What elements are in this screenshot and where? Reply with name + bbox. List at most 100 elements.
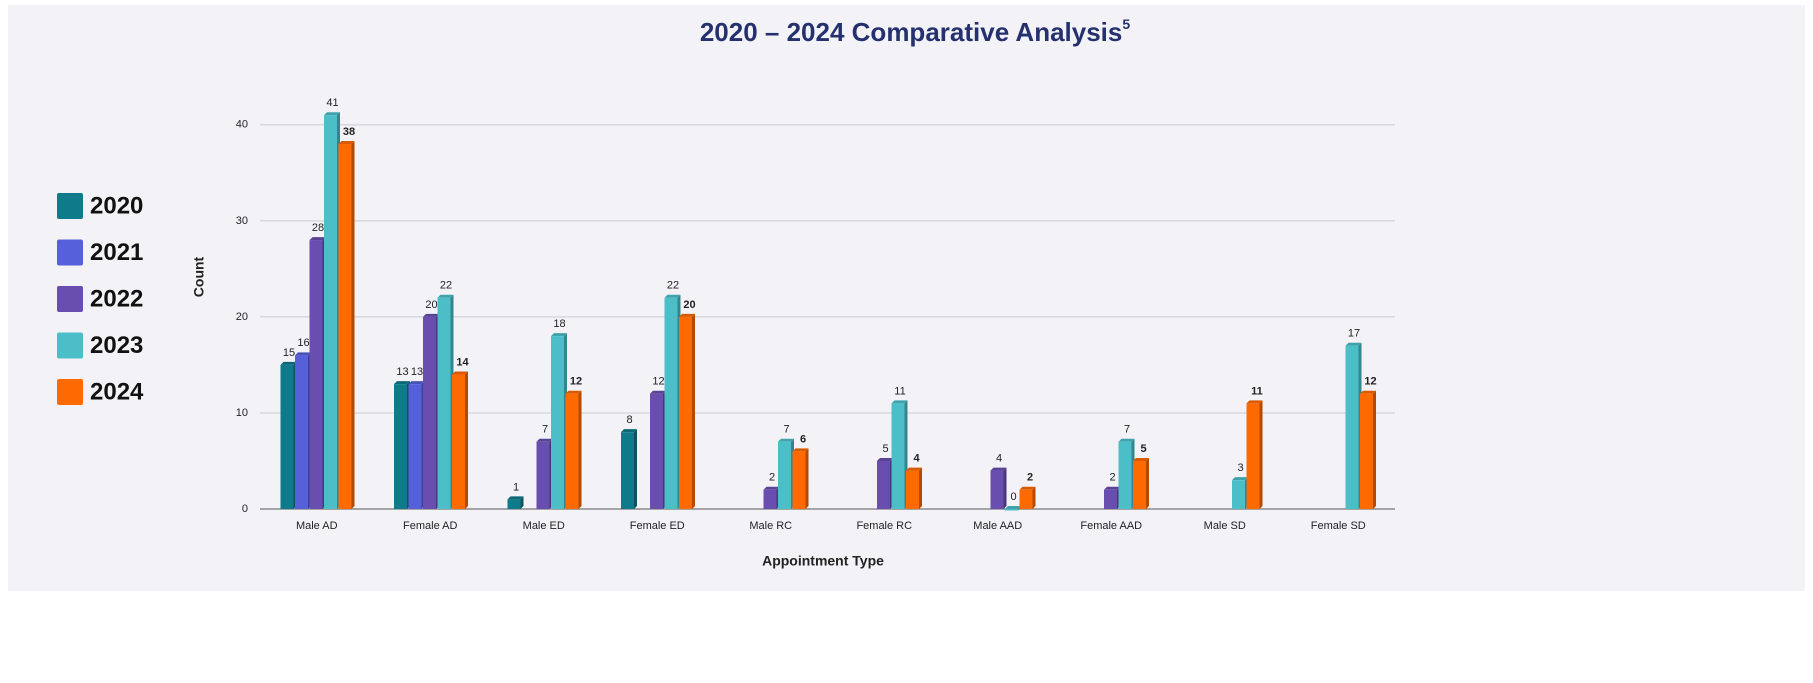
bar-side (805, 448, 809, 509)
bar (1118, 441, 1132, 509)
bar-top (621, 429, 637, 433)
x-tick-label: Male SD (1204, 520, 1246, 532)
x-tick-label: Female RC (856, 520, 912, 532)
bar (1232, 480, 1245, 509)
data-label: 12 (570, 376, 582, 388)
bar-top (1133, 457, 1149, 461)
data-label: 15 (283, 347, 295, 359)
data-label: 0 (1010, 491, 1016, 503)
x-axis-label: Appointment Type (762, 553, 884, 569)
bar (877, 460, 890, 509)
bar-side (692, 313, 695, 509)
bar-top (792, 448, 809, 452)
chart-title: 2020 – 2024 Comparative Analysis5 (700, 16, 1131, 47)
data-label: 12 (1364, 376, 1376, 388)
bar (1345, 345, 1359, 509)
y-tick-label: 10 (236, 407, 248, 419)
data-label: 7 (783, 424, 789, 436)
bar-top (338, 141, 355, 145)
data-label: 28 (312, 222, 324, 234)
bar-side (578, 390, 582, 509)
data-label: 22 (667, 280, 679, 292)
data-label: 1 (513, 481, 519, 493)
bar (536, 441, 550, 509)
bar-side (634, 429, 637, 509)
bar-top (408, 381, 425, 385)
title-note: 5 (1122, 16, 1130, 32)
legend-swatch (57, 239, 83, 266)
bar-side (1032, 486, 1036, 509)
data-label: 38 (343, 126, 355, 138)
bar-top (295, 352, 311, 356)
bar (990, 470, 1004, 509)
title-text: 2020 – 2024 Comparative Analysis (700, 17, 1123, 47)
bar-top (507, 496, 524, 500)
bar-side (1146, 457, 1149, 509)
data-label: 5 (882, 443, 888, 455)
bar (280, 364, 294, 509)
data-label: 2 (769, 472, 775, 484)
data-label: 17 (1348, 328, 1360, 340)
bar (664, 297, 678, 509)
bar-side (1373, 390, 1376, 509)
x-tick-label: Male RC (749, 520, 792, 532)
bar-side (520, 496, 524, 509)
bar-side (919, 467, 922, 509)
data-label: 6 (800, 433, 806, 445)
data-label: 4 (996, 452, 1002, 464)
bar (1133, 460, 1146, 509)
y-axis-label: Count (191, 256, 207, 297)
data-label: 7 (1124, 424, 1130, 436)
bar-top (437, 294, 454, 298)
y-tick-label: 40 (236, 119, 248, 131)
y-tick-label: 30 (236, 215, 248, 227)
data-label: 2 (1109, 472, 1115, 484)
bar-top (452, 371, 468, 375)
bar (394, 384, 407, 509)
x-tick-label: Female ED (630, 520, 685, 532)
bar (778, 441, 791, 509)
bar (1019, 489, 1033, 509)
data-label: 13 (396, 366, 408, 378)
bar-side (351, 141, 355, 509)
bar (891, 403, 905, 509)
bar (565, 393, 579, 509)
bar (408, 384, 422, 509)
bar (906, 470, 919, 509)
bar-side (465, 371, 468, 509)
bar-top (324, 112, 340, 116)
data-label: 11 (1251, 385, 1263, 397)
bar-top (664, 294, 681, 298)
bar (452, 374, 465, 509)
data-label: 22 (440, 280, 452, 292)
bar (551, 336, 564, 509)
x-tick-label: Female AD (403, 520, 457, 532)
data-label: 20 (425, 299, 437, 311)
data-label: 5 (1140, 443, 1146, 455)
bar (338, 144, 352, 509)
data-label: 20 (683, 299, 695, 311)
data-label: 18 (553, 318, 565, 330)
bar-top (1118, 438, 1135, 442)
bar (437, 297, 451, 509)
data-label: 2 (1027, 472, 1033, 484)
bar-top (1019, 486, 1036, 490)
legend-swatch (57, 332, 83, 359)
data-label: 13 (411, 366, 423, 378)
data-label: 7 (542, 424, 548, 436)
bar (1360, 393, 1373, 509)
data-label: 12 (652, 376, 664, 388)
x-tick-label: Female SD (1311, 520, 1366, 532)
bar (792, 451, 806, 509)
bar-top (565, 390, 582, 394)
legend-label: 2020 (90, 192, 143, 219)
bar-top (679, 313, 695, 317)
bar (423, 316, 436, 509)
bar-top (423, 313, 439, 317)
bar-top (763, 486, 780, 490)
bar (621, 432, 634, 509)
x-tick-label: Male ED (523, 520, 565, 532)
bar-top (1246, 400, 1263, 404)
bar-top (650, 390, 666, 394)
